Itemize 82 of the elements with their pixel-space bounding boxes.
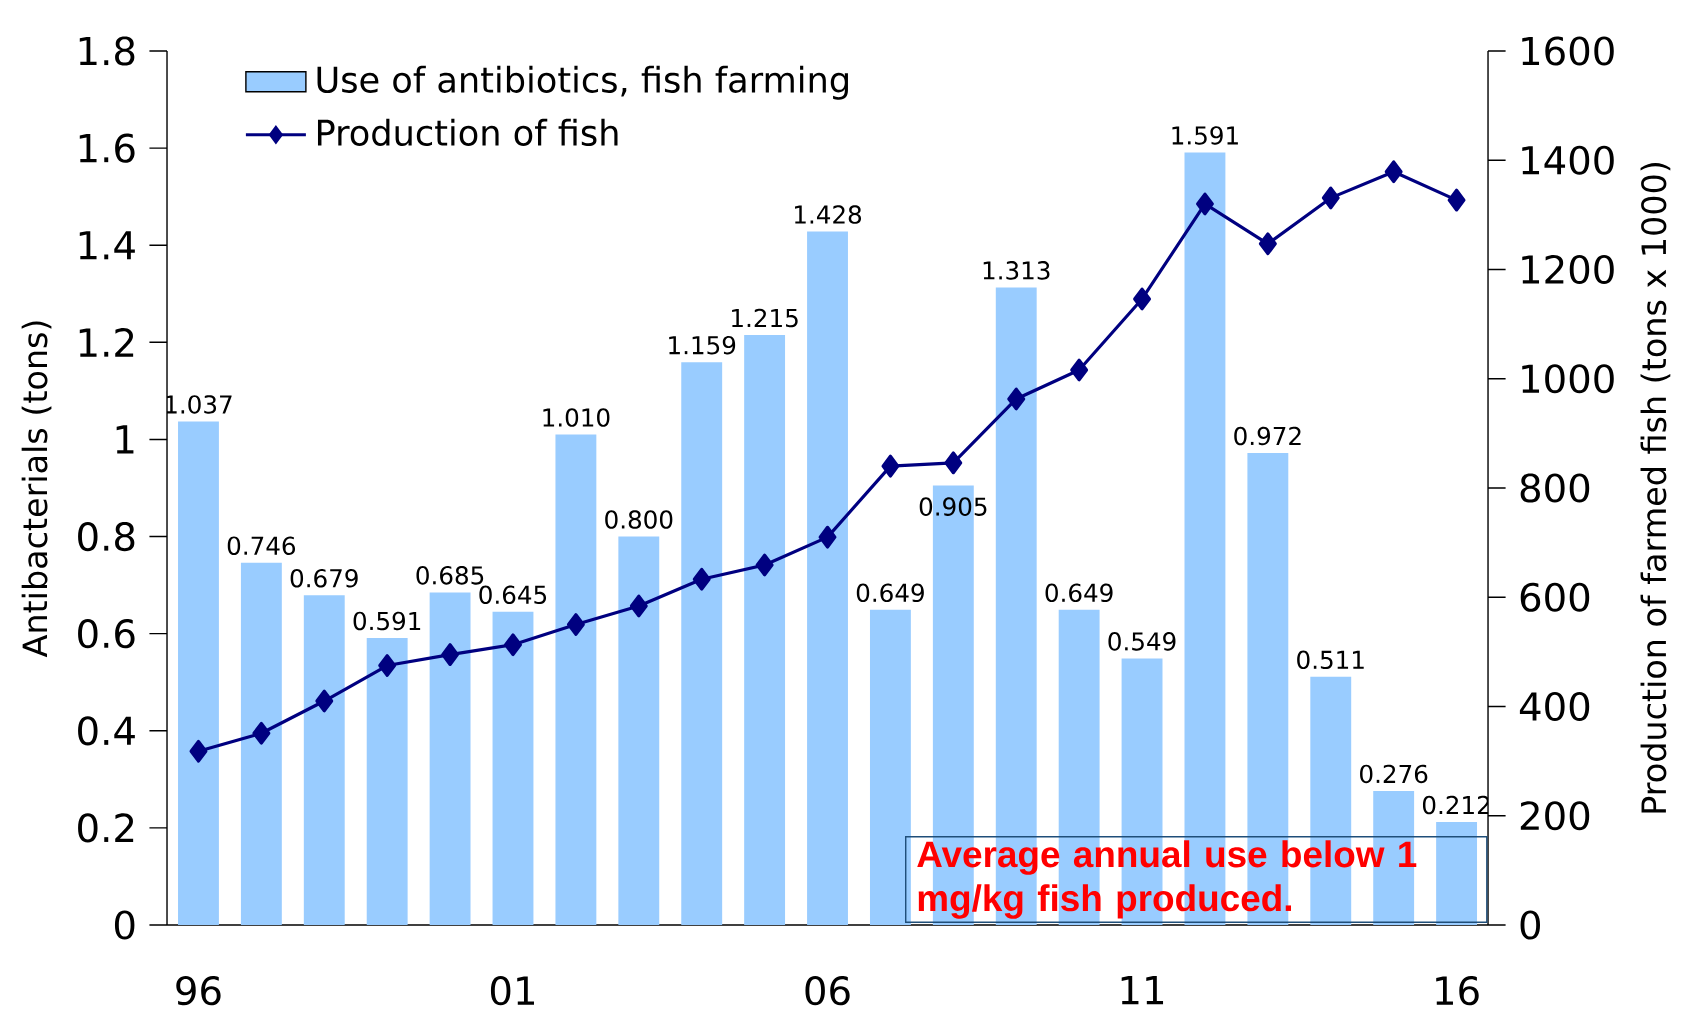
point [692, 567, 711, 591]
y-tick-label: 0.4 [78, 716, 135, 746]
y-tick-label: 0.6 [78, 619, 135, 649]
point [189, 739, 208, 763]
bar [1436, 822, 1478, 925]
x-tick-label: 96 [176, 976, 221, 1006]
x-tick-label: 16 [1436, 976, 1479, 1006]
data-label: 1.159 [669, 335, 736, 355]
point [378, 654, 397, 677]
point [818, 525, 837, 549]
point [1007, 387, 1026, 411]
point [504, 633, 522, 657]
legend-label: Production of fish [317, 118, 618, 146]
y-tick-label: 0 [114, 910, 135, 940]
data-label: 0.685 [416, 566, 484, 585]
data-label: 0.276 [1360, 764, 1428, 784]
point [566, 613, 585, 636]
bar [178, 421, 219, 925]
point [1258, 232, 1277, 256]
data-label: 0.649 [856, 583, 924, 603]
data-label: 0.591 [353, 611, 421, 631]
point [755, 553, 774, 577]
data-label: 0.679 [290, 568, 358, 588]
bar [681, 362, 723, 925]
bar [303, 595, 345, 925]
y2-tick-label: 1400 [1522, 145, 1614, 175]
point [629, 594, 648, 618]
y-tick-label: 0.8 [78, 521, 135, 552]
point [1196, 192, 1214, 216]
data-label: 0.746 [227, 536, 296, 556]
y2-tick-label: 200 [1520, 801, 1590, 831]
point [1321, 186, 1340, 210]
x-tick-label: 06 [805, 976, 850, 1006]
y2-tick-label: 0 [1520, 910, 1541, 940]
point [315, 689, 334, 713]
point [1070, 358, 1089, 382]
bar [744, 335, 786, 925]
y-axis-title: Antibacterials (tons) [21, 321, 52, 658]
y-tick-label: 1.2 [79, 328, 134, 357]
data-label: 0.645 [479, 585, 547, 605]
data-label: 1.428 [795, 205, 862, 224]
y2-tick-label: 1200 [1522, 254, 1614, 285]
data-label: 0.800 [605, 510, 673, 529]
point [944, 451, 963, 475]
x-tick-label: 11 [1121, 976, 1164, 1005]
y-tick-label: 1 [116, 425, 134, 454]
bar [492, 611, 534, 925]
annotation: Average annual use below 1 mg/kg fish produced. [917, 840, 1417, 919]
bar [366, 638, 408, 925]
data-label: 1.010 [543, 408, 610, 427]
point [881, 454, 900, 478]
y-tick-label: 1.6 [79, 133, 135, 163]
x-tick-label: 01 [490, 976, 534, 1006]
y2-tick-label: 600 [1520, 582, 1590, 612]
point [252, 721, 271, 745]
data-label: 1.591 [1172, 126, 1238, 145]
data-label: 0.905 [919, 497, 987, 516]
point [1133, 287, 1152, 311]
bar [429, 592, 471, 925]
y-tick-label: 0.2 [78, 813, 134, 843]
data-label: 0.972 [1234, 426, 1301, 446]
y2-tick-label: 1000 [1522, 364, 1614, 394]
data-label: 0.511 [1297, 650, 1364, 670]
bar [869, 609, 911, 925]
y-tick-label: 1.4 [79, 231, 135, 260]
data-label: 1.313 [983, 261, 1050, 280]
point [1384, 160, 1403, 184]
y2-tick-label: 1600 [1522, 36, 1614, 66]
data-label: 0.649 [1045, 583, 1113, 603]
y2-axis-title: Production of farmed fish (tons x 1000) [1640, 163, 1671, 813]
y2-tick-label: 400 [1519, 691, 1590, 722]
data-label: 1.215 [732, 308, 798, 328]
y-tick-label: 1.8 [79, 36, 135, 66]
y2-tick-label: 800 [1520, 473, 1590, 503]
point [1447, 188, 1466, 212]
bar [240, 562, 282, 925]
legend-label: Use of antibiotics, fish farming [317, 65, 848, 100]
bar [807, 231, 848, 925]
bar [555, 434, 597, 925]
point [441, 643, 460, 667]
data-label: 0.549 [1108, 632, 1176, 651]
bar [618, 536, 660, 925]
